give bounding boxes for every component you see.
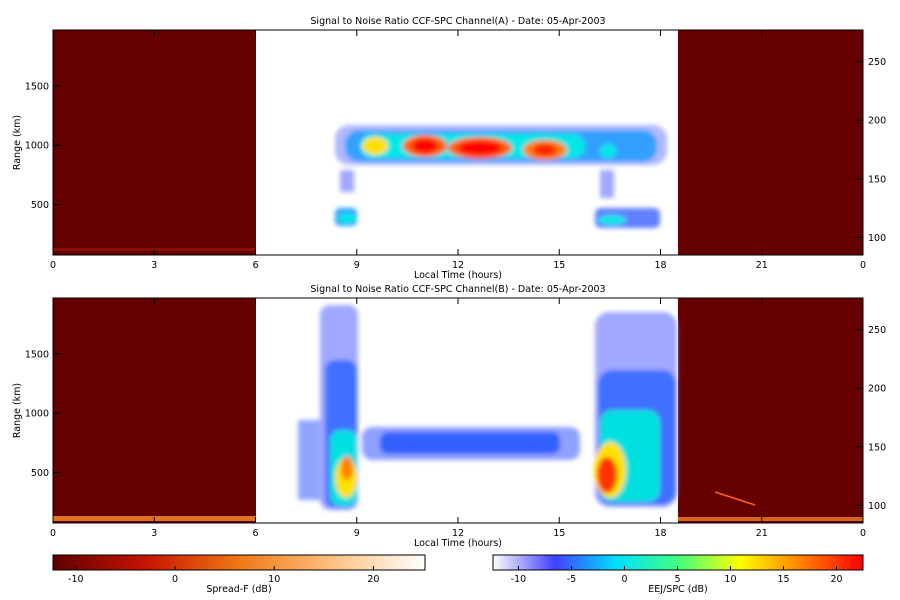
x-axis-label: Local Time (hours)	[414, 270, 502, 281]
colorbar-tick-label: 20	[830, 574, 842, 585]
x-tick-label: 0	[860, 528, 866, 539]
y2-tick-label: 250	[868, 57, 886, 68]
colorbar-tick-label: 15	[777, 574, 789, 585]
x-tick-label: 18	[654, 260, 666, 271]
panel-title: Signal to Noise Ratio CCF-SPC Channel(A)…	[310, 16, 605, 27]
y2-tick-label: 150	[868, 174, 886, 185]
x-tick-label: 21	[756, 260, 768, 271]
x-tick-label: 9	[354, 528, 360, 539]
x-tick-label: 0	[50, 528, 56, 539]
y-tick-label: 1000	[25, 409, 49, 420]
colorbar-tick-label: 0	[621, 574, 627, 585]
x-tick-label: 3	[151, 528, 157, 539]
colorbar	[52, 554, 426, 571]
colorbar-tick-label: 10	[724, 574, 736, 585]
y-tick-label: 1500	[25, 81, 49, 92]
x-tick-label: 3	[151, 260, 157, 271]
colorbar-label: EEJ/SPC (dB)	[648, 584, 707, 595]
panel-title: Signal to Noise Ratio CCF-SPC Channel(B)…	[310, 284, 605, 295]
colorbar-tick-label: -5	[567, 574, 576, 585]
x-tick-label: 12	[452, 260, 464, 271]
x-tick-label: 12	[452, 528, 464, 539]
y2-tick-label: 100	[868, 501, 886, 512]
y2-tick-label: 150	[868, 442, 886, 453]
x-tick-label: 0	[50, 260, 56, 271]
x-tick-label: 15	[553, 528, 565, 539]
colorbar-tick-label: 20	[367, 574, 379, 585]
y2-tick-label: 100	[868, 233, 886, 244]
y-axis-label: Range (km)	[12, 115, 23, 170]
panel-b-image	[53, 298, 863, 523]
y-axis-label: Range (km)	[12, 383, 23, 438]
x-tick-label: 9	[354, 260, 360, 271]
x-axis-label: Local Time (hours)	[414, 538, 502, 549]
colorbar-tick-label: 10	[268, 574, 280, 585]
y-tick-label: 500	[31, 200, 49, 211]
x-tick-label: 0	[860, 260, 866, 271]
y2-tick-label: 200	[868, 384, 886, 395]
panel-a-image	[53, 30, 863, 255]
y-tick-label: 1000	[25, 141, 49, 152]
colorbar	[492, 554, 864, 571]
x-tick-label: 6	[252, 260, 258, 271]
y-tick-label: 1500	[25, 349, 49, 360]
x-tick-label: 21	[756, 528, 768, 539]
colorbar-label: Spread-F (dB)	[206, 584, 271, 595]
colorbar-tick-label: 5	[674, 574, 680, 585]
colorbar-tick-label: -10	[68, 574, 84, 585]
colorbar-tick-label: 0	[172, 574, 178, 585]
x-tick-label: 18	[654, 528, 666, 539]
y-tick-label: 500	[31, 468, 49, 479]
x-tick-label: 6	[252, 528, 258, 539]
y2-tick-label: 250	[868, 325, 886, 336]
colorbar-tick-label: -10	[511, 574, 527, 585]
x-tick-label: 15	[553, 260, 565, 271]
y2-tick-label: 200	[868, 116, 886, 127]
